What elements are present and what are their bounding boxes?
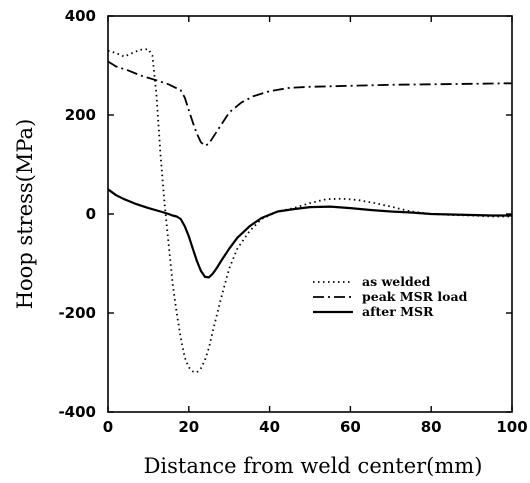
x-tick-label-4: 80 (421, 418, 442, 436)
series-line-after-msr (107, 188, 512, 279)
x-tick-label-1: 20 (178, 418, 199, 436)
x-tick-label-2: 40 (259, 418, 280, 436)
y-tick-label-0: 400 (65, 7, 96, 25)
series-line-as-welded (107, 48, 512, 374)
y-axis-title: Hoop stress(MPa) (13, 119, 37, 310)
y-tick-label-1: 200 (65, 106, 96, 124)
y-tick-label-4: -400 (58, 403, 96, 421)
series-layer (107, 48, 513, 374)
x-tick-label-3: 60 (340, 418, 361, 436)
axis-ticks (107, 15, 513, 413)
series-line-peak-msr-load (107, 60, 513, 147)
legend-label-2: after MSR (362, 304, 434, 319)
tick-labels: 0 20 40 60 80 100 400 200 0 -200 -400 (58, 7, 527, 436)
legend-label-1: peak MSR load (362, 289, 468, 304)
y-tick-label-2: 0 (86, 205, 96, 223)
legend-label-0: as welded (362, 274, 431, 289)
x-axis-title: Distance from weld center(mm) (144, 454, 483, 478)
y-tick-label-3: -200 (58, 304, 96, 322)
x-tick-label-0: 0 (103, 418, 113, 436)
x-tick-label-5: 100 (496, 418, 527, 436)
